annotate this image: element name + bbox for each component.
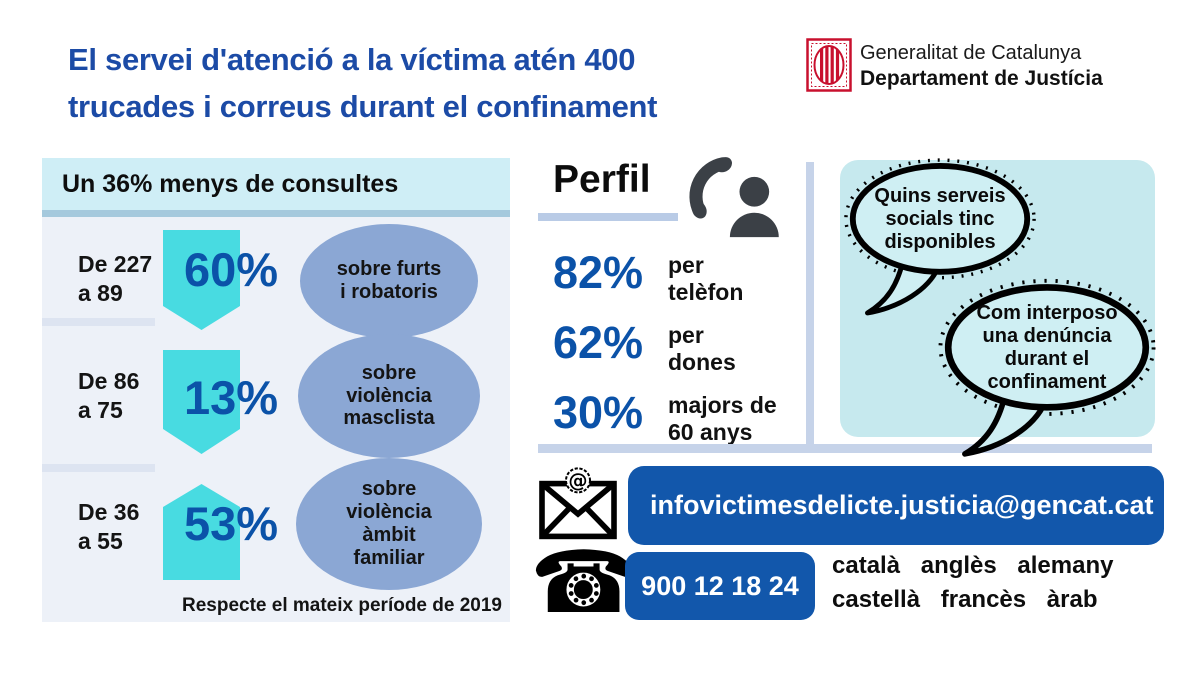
stat-dones-value: 62% [553,317,644,368]
consultes-footnote: Respecte el mateix període de 2019 [182,595,502,616]
questions-panel [840,160,1155,437]
section-vertical-divider [806,162,814,444]
consultes-heading-underline [42,210,510,217]
row2-percent: 13% [184,371,279,424]
row1-topic-bubble: sobre furts i robatoris [300,224,478,338]
row1-percent: 60% [184,243,279,296]
perfil-heading: Perfil [553,158,651,201]
stat-telefon-label-line1: per [668,252,704,278]
logo-org-name: Generalitat de Catalunya [860,42,1082,64]
phone-number: 900 12 18 24 [641,570,799,601]
stat-dones-label: per dones [668,322,736,376]
stat-majors-label-line1: majors de [668,392,777,418]
row3-topic-line2: violència [346,501,432,524]
phone-number-bar: 900 12 18 24 [625,552,815,620]
row1-range-line2: a 89 [78,280,123,306]
row2-range-line1: De 86 [78,368,140,394]
stat-telefon-value: 82% [553,247,644,298]
stat-dones-label-line1: per [668,322,704,348]
phone-person-icon [689,157,779,238]
row2-topic-bubble: sobre violència masclista [298,334,480,458]
row3-percent: 53% [184,497,279,550]
consultes-panel: Un 36% menys de consultes De 227 a 89 60… [42,158,510,622]
stat-dones-label-line2: dones [668,349,736,375]
row2-topic-line2: violència [346,384,432,407]
row2-down-arrow-icon [163,350,240,454]
row3-range: De 36 a 55 [78,498,139,556]
stat-majors-label-line2: 60 anys [668,419,753,445]
row3-topic-line3: àmbit [362,524,416,546]
row1-topic-line2: i robatoris [340,281,438,303]
stat-telefon-label: per telèfon [668,252,743,306]
logo-dept-name: Departament de Justícia [860,67,1103,90]
page-title-line1: El servei d'atenció a la víctima atén 40… [68,42,636,77]
row1-range: De 227 a 89 [78,250,152,308]
row1-down-arrow-icon [163,230,240,330]
row3-topic-line4: familiar [353,546,425,569]
logo-text: Generalitat de Catalunya Departament de … [860,41,1103,91]
row-divider [42,464,155,472]
row3-range-line2: a 55 [78,528,123,554]
row2-topic-line1: sobre [361,361,417,384]
perfil-heading-underline [538,213,678,221]
row2-topic-line3: masclista [343,407,435,430]
section-horizontal-divider [538,444,1152,453]
senyera-icon [806,38,852,92]
languages-line1: català anglès alemany [832,552,1114,579]
languages-line2: castellà francès àrab [832,586,1098,613]
email-address-bar: infovictimesdelicte.justicia@gencat.cat [628,466,1164,545]
stat-telefon-label-line2: telèfon [668,279,744,305]
row3-topic-bubble: sobre violència àmbit familiar [296,458,482,590]
row3-up-arrow-icon [163,484,240,580]
row2-range: De 86 a 75 [78,367,139,425]
at-glyph: @ [568,469,587,492]
consultes-heading: Un 36% menys de consultes [42,158,510,210]
row-divider [42,318,155,326]
page-title: El servei d'atenció a la víctima atén 40… [68,36,828,130]
email-envelope-icon: @ [539,467,617,540]
phone-icon: ☎ [530,533,638,633]
row1-range-line1: De 227 [78,251,153,277]
stat-majors-label: majors de 60 anys [668,392,777,446]
page-title-line2: trucades i correus durant el confinament [68,89,658,124]
stat-majors-value: 30% [553,387,644,438]
languages-list: català anglès alemany castellà francès à… [832,549,1113,617]
row2-range-line2: a 75 [78,397,123,423]
row3-topic-line1: sobre [361,478,417,501]
email-address: infovictimesdelicte.justicia@gencat.cat [650,490,1154,520]
row1-topic-line1: sobre furts [336,258,442,281]
row3-range-line1: De 36 [78,499,140,525]
